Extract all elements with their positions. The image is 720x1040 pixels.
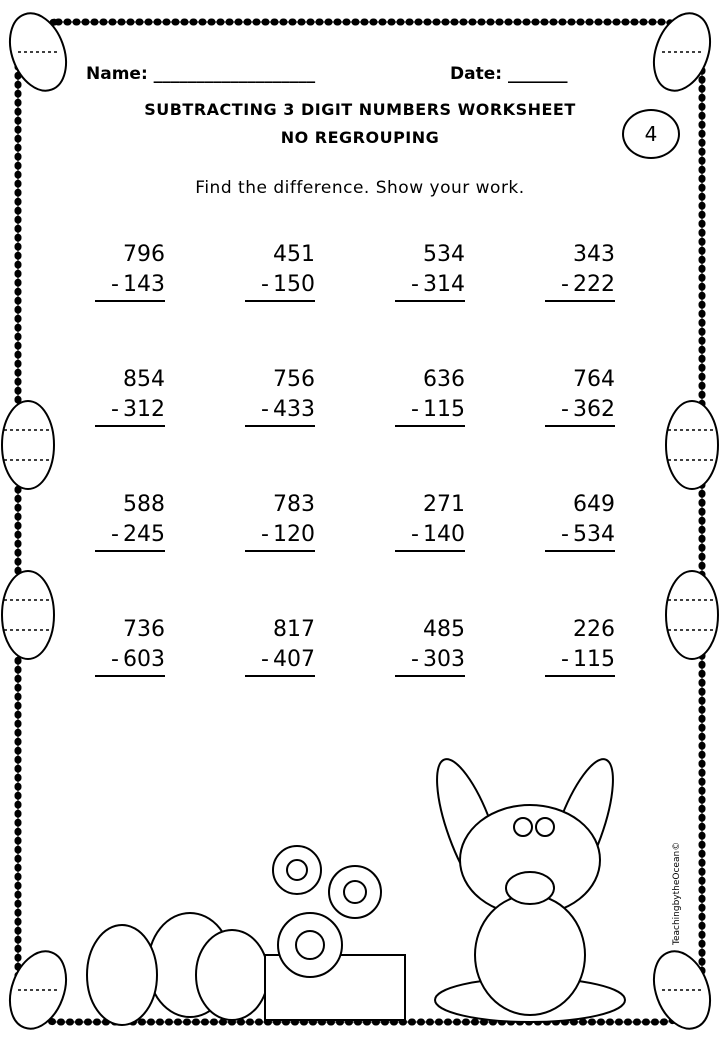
instructions: Find the difference. Show your work. [195,178,525,198]
easter-egg-icon [1,400,55,490]
subtraction-problem: 451-150 [245,240,315,302]
minuend: 783 [273,492,315,517]
minus-sign: - [261,647,269,672]
page-number-badge: 4 [622,109,680,159]
subtrahend: 115 [423,397,465,422]
subtraction-problem: 756-433 [245,365,315,427]
subtrahend: 115 [573,647,615,672]
minus-sign: - [561,272,569,297]
easter-egg-icon [665,400,719,490]
subtrahend-line: -115 [395,395,465,427]
subtrahend: 120 [273,522,315,547]
minus-sign: - [561,647,569,672]
subtrahend-line: -312 [95,395,165,427]
minuend: 451 [273,242,315,267]
subtraction-problem: 534-314 [395,240,465,302]
minuend: 636 [423,367,465,392]
subtrahend-line: -140 [395,520,465,552]
subtraction-problem: 588-245 [95,490,165,552]
subtrahend: 534 [573,522,615,547]
subtraction-problem: 764-362 [545,365,615,427]
subtrahend: 150 [273,272,315,297]
subtrahend-line: -407 [245,645,315,677]
subtraction-problem: 485-303 [395,615,465,677]
minuend: 588 [123,492,165,517]
name-field[interactable]: Name: ___________________ [86,64,316,84]
minuend: 854 [123,367,165,392]
minus-sign: - [111,397,119,422]
subtrahend-line: -245 [95,520,165,552]
subtrahend: 245 [123,522,165,547]
minuend: 226 [573,617,615,642]
subtraction-problem: 817-407 [245,615,315,677]
easter-egg-icon [1,570,55,660]
subtrahend: 314 [423,272,465,297]
subtrahend-line: -150 [245,270,315,302]
minus-sign: - [411,397,419,422]
subtraction-problem: 649-534 [545,490,615,552]
minus-sign: - [111,647,119,672]
minuend: 271 [423,492,465,517]
worksheet-title: SUBTRACTING 3 DIGIT NUMBERS WORKSHEET [144,100,576,119]
subtrahend-line: -433 [245,395,315,427]
subtraction-problem: 271-140 [395,490,465,552]
subtrahend-line: -143 [95,270,165,302]
subtrahend: 312 [123,397,165,422]
bunny-illustration [434,758,626,1023]
subtrahend: 143 [123,272,165,297]
watermark: TeachingbytheOcean© [672,841,682,945]
minuend: 756 [273,367,315,392]
subtrahend: 407 [273,647,315,672]
flower-icon [272,845,382,978]
minuend: 764 [573,367,615,392]
subtraction-problem: 736-603 [95,615,165,677]
subtrahend-line: -115 [545,645,615,677]
minus-sign: - [261,272,269,297]
subtrahend: 222 [573,272,615,297]
subtrahend: 603 [123,647,165,672]
subtraction-problem: 783-120 [245,490,315,552]
minuend: 736 [123,617,165,642]
minuend: 534 [423,242,465,267]
subtrahend: 433 [273,397,315,422]
easter-egg-icon [665,570,719,660]
minus-sign: - [411,272,419,297]
minuend: 343 [573,242,615,267]
subtrahend-line: -314 [395,270,465,302]
subtraction-problem: 343-222 [545,240,615,302]
subtrahend-line: -222 [545,270,615,302]
subtrahend: 303 [423,647,465,672]
subtrahend-line: -362 [545,395,615,427]
minuend: 817 [273,617,315,642]
subtrahend-line: -120 [245,520,315,552]
minus-sign: - [561,522,569,547]
minus-sign: - [261,522,269,547]
subtrahend-line: -603 [95,645,165,677]
subtraction-problem: 796-143 [95,240,165,302]
subtrahend-line: -534 [545,520,615,552]
subtrahend: 140 [423,522,465,547]
minus-sign: - [111,272,119,297]
worksheet-subtitle: NO REGROUPING [280,128,440,147]
easter-egg-icon [86,924,158,1026]
easter-egg-icon [195,929,269,1021]
subtraction-problem: 636-115 [395,365,465,427]
minuend: 649 [573,492,615,517]
minuend: 485 [423,617,465,642]
minus-sign: - [411,522,419,547]
subtrahend: 362 [573,397,615,422]
date-field[interactable]: Date: _______ [450,64,568,84]
minus-sign: - [561,397,569,422]
minus-sign: - [111,522,119,547]
subtraction-problem: 854-312 [95,365,165,427]
subtrahend-line: -303 [395,645,465,677]
minus-sign: - [411,647,419,672]
minus-sign: - [261,397,269,422]
minuend: 796 [123,242,165,267]
subtraction-problem: 226-115 [545,615,615,677]
